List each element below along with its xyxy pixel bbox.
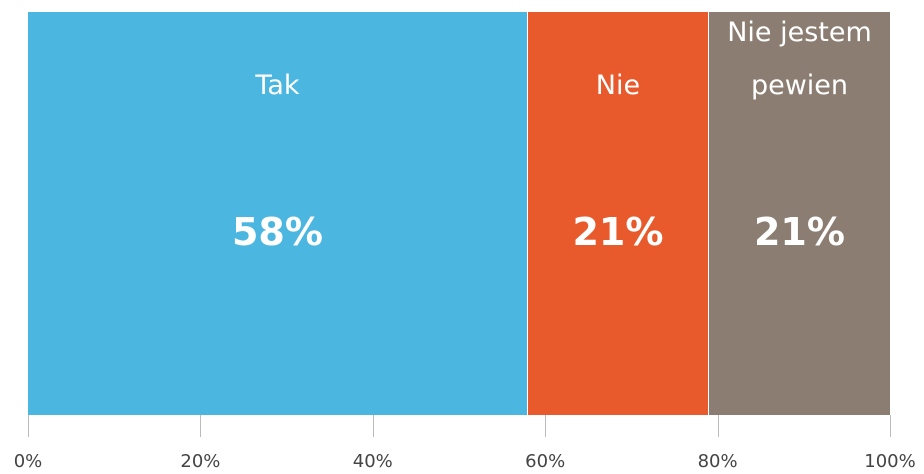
- tick-mark: [200, 415, 202, 437]
- x-tick-label: 100%: [864, 451, 916, 472]
- tick-mark: [545, 415, 547, 437]
- x-tick-label: 80%: [697, 451, 738, 472]
- value-label: 21%: [753, 210, 845, 254]
- tick-mark: [372, 415, 374, 437]
- x-tick-label: 60%: [525, 451, 566, 472]
- bar-segment: Nie jestem pewien 21%: [708, 12, 890, 415]
- segment-label: Nie: [595, 70, 641, 101]
- bar-segment: Tak 58%: [28, 12, 528, 415]
- x-tick-label: 0%: [13, 451, 43, 472]
- segment-label: Tak: [255, 70, 300, 101]
- segment-label: Nie jestem pewien: [727, 17, 872, 101]
- bar-segment: Nie 21%: [527, 12, 709, 415]
- x-tick-label: 40%: [352, 451, 393, 472]
- value-label: 21%: [572, 210, 664, 254]
- value-label: 58%: [231, 210, 323, 254]
- tick-mark: [717, 415, 719, 437]
- tick-mark: [890, 415, 891, 437]
- x-tick-label: 20%: [180, 451, 221, 472]
- tick-mark: [28, 415, 29, 437]
